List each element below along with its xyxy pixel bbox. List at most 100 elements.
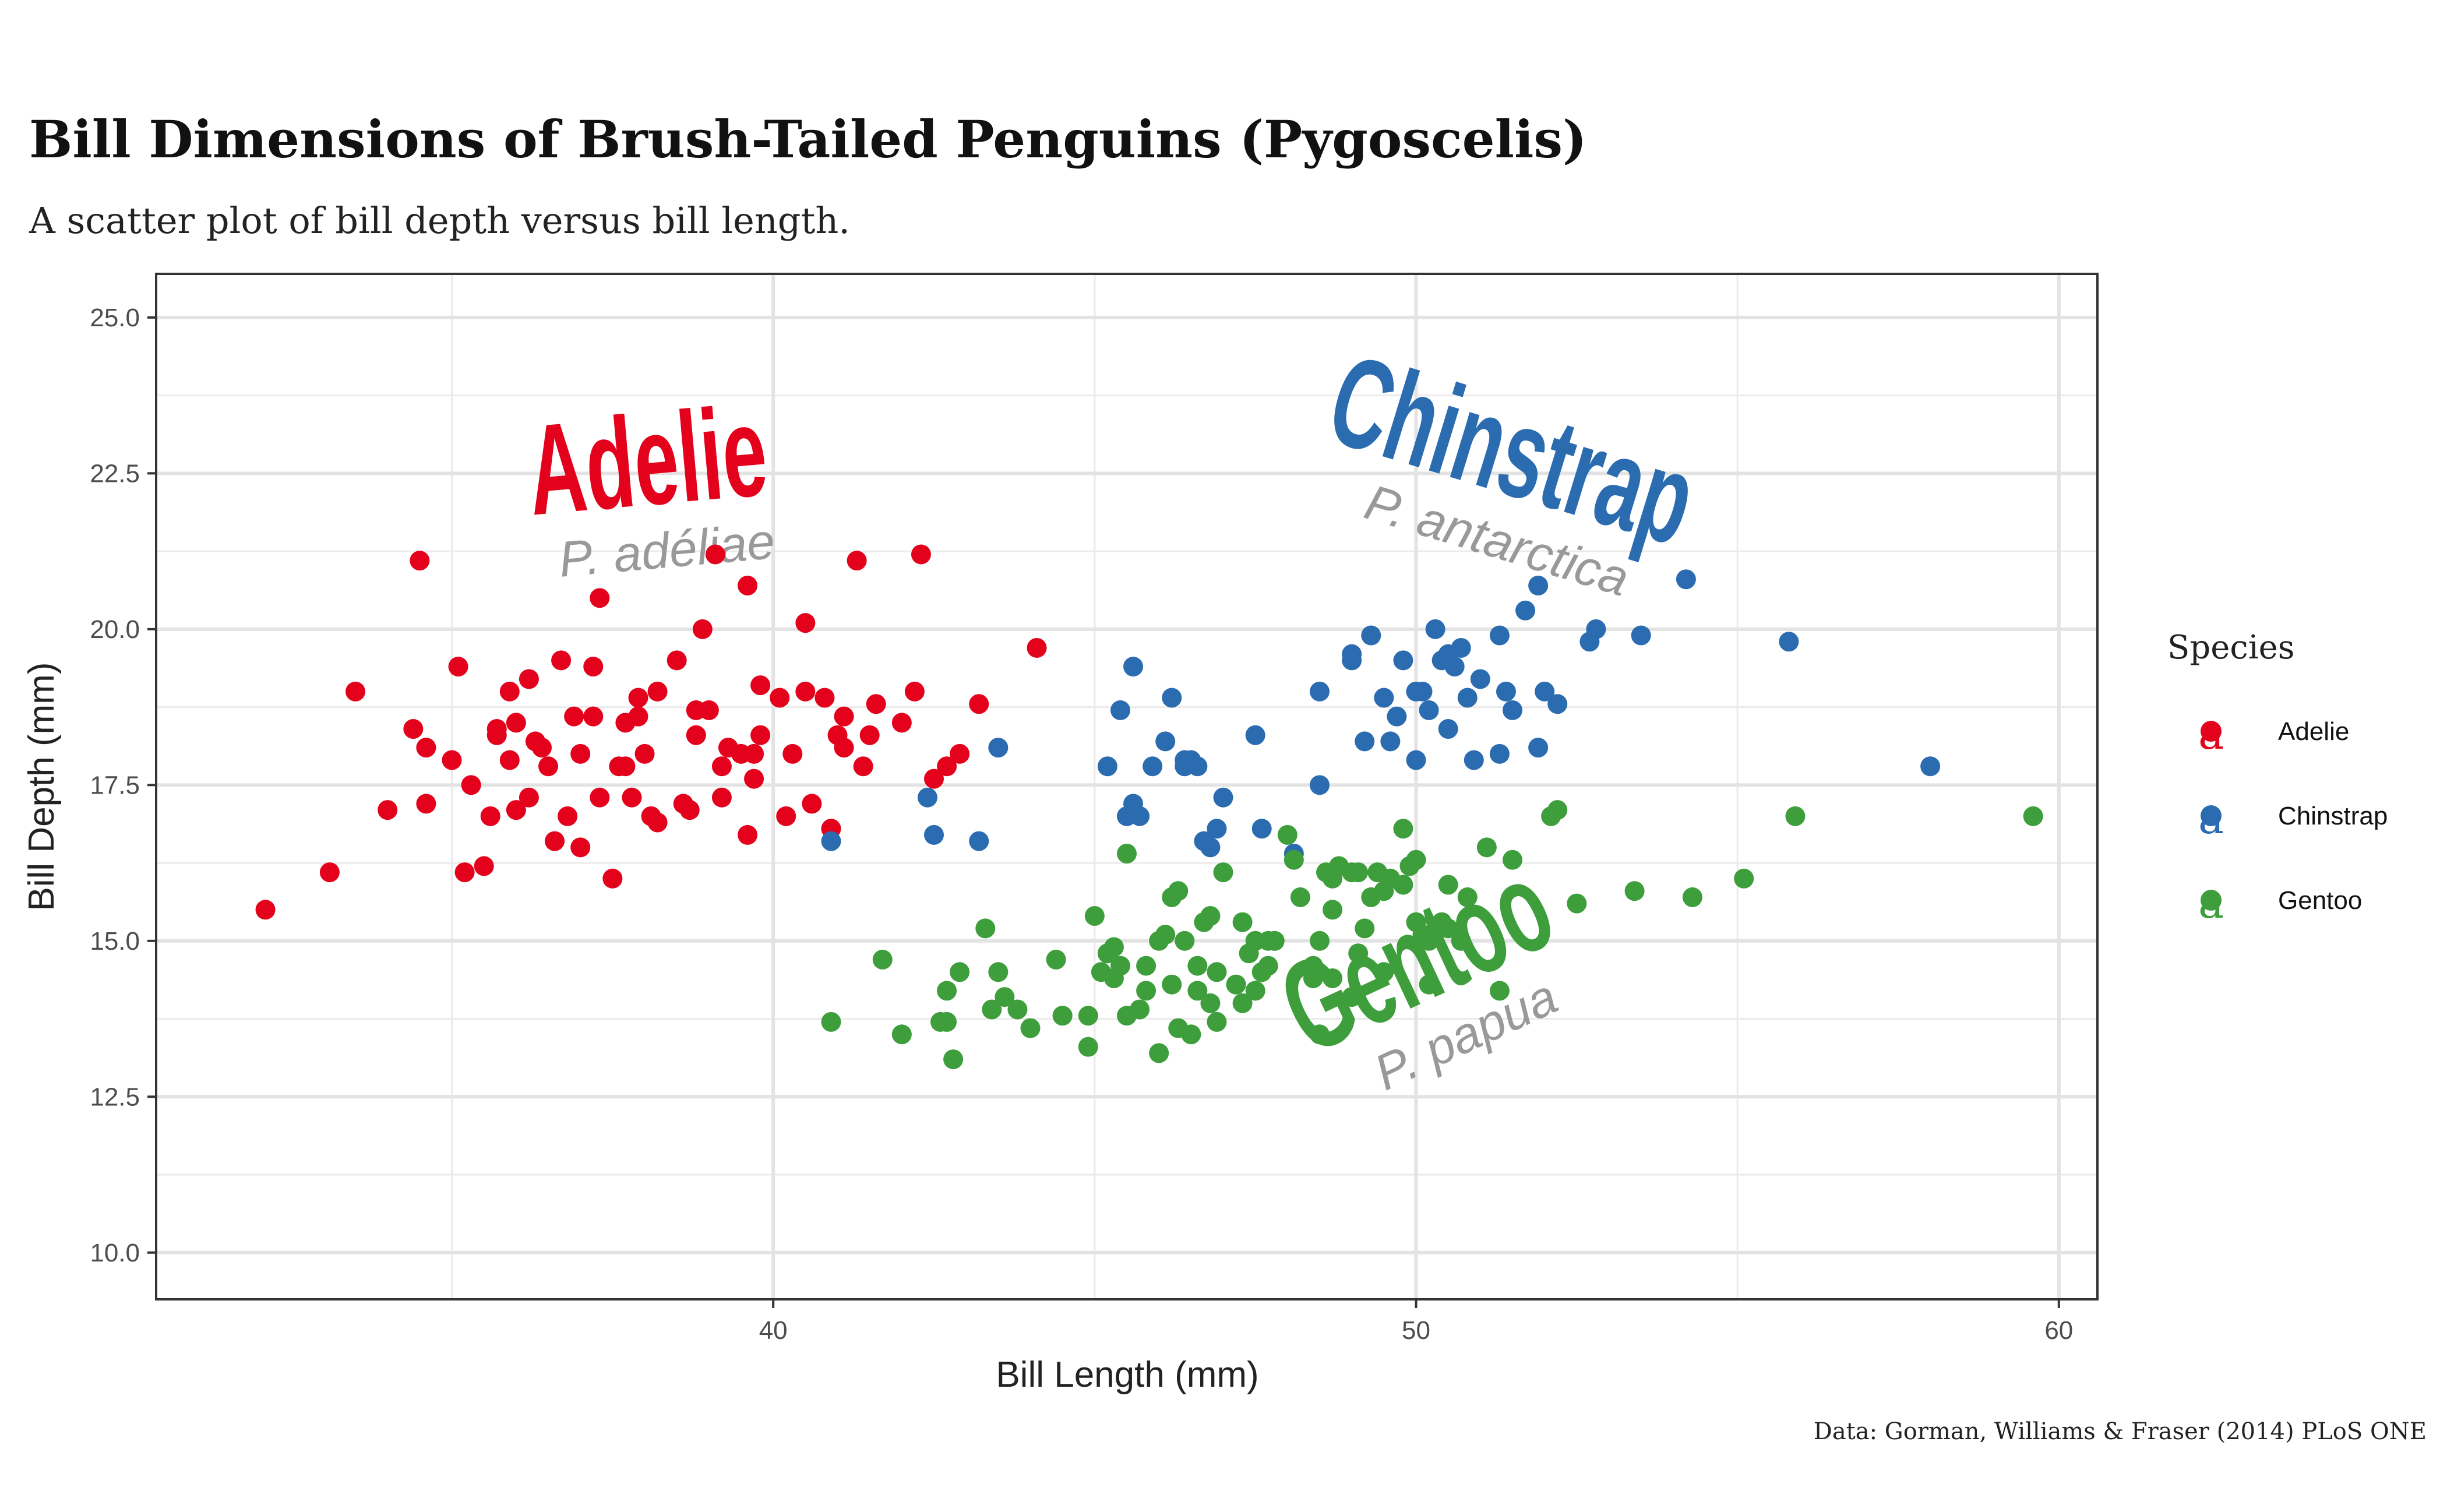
gentoo-point [988,962,1009,982]
chinstrap-point [1123,794,1144,814]
chart-caption: Data: Gorman, Williams & Fraser (2014) P… [1814,1418,2427,1445]
chinstrap-point [1528,575,1549,595]
adelie-point [815,688,835,708]
chinstrap-point [1406,681,1426,702]
gentoo-point [1052,1006,1073,1026]
gentoo-point [1020,1018,1041,1038]
adelie-point [628,706,648,727]
chinstrap-point [1143,756,1163,777]
y-tick-label: 25.0 [90,304,140,332]
y-axis: 10.0 12.5 15.0 17.5 20.0 22.5 25.0 [90,304,156,1267]
gentoo-point [1419,931,1439,951]
chinstrap-point [1097,756,1117,777]
gentoo-point [1682,887,1702,907]
adelie-point [924,769,944,789]
chinstrap-point [1155,731,1176,752]
chinstrap-point [1387,706,1407,727]
gentoo-point [1046,949,1066,970]
gentoo-point [1149,1043,1169,1063]
adelie-point [738,824,758,845]
chinstrap-point [1309,681,1330,702]
gentoo-point [1149,931,1169,951]
chinstrap-point [1547,694,1568,714]
chinstrap-point [1631,625,1651,646]
adelie-point [442,750,462,770]
chinstrap-point [1309,775,1330,795]
gentoo-point [1232,993,1253,1013]
gentoo-point [1187,956,1208,976]
y-axis-title: Bill Depth (mm) [22,662,62,911]
chinstrap-point [1528,738,1549,758]
adelie-point [686,725,706,745]
chinstrap-point [1213,787,1233,808]
adelie-point [570,837,591,858]
panel-border [155,273,2099,1300]
y-tick-label: 15.0 [90,927,140,956]
gentoo-point [1419,974,1439,995]
adelie-point [448,657,468,677]
chinstrap-point [924,824,944,845]
chinstrap-point [1779,632,1799,652]
gentoo-point [1393,819,1413,839]
chinstrap-point [1438,719,1458,739]
adelie-point [776,806,796,826]
adelie-point [615,756,636,777]
adelie-point [795,681,816,702]
gentoo-point [1207,962,1227,982]
chinstrap-point [1496,681,1516,702]
gentoo-point [937,981,957,1001]
adelie-point [628,688,648,708]
adelie-point [480,806,500,826]
legend-title: Species [2167,629,2295,667]
chinstrap-point [1110,700,1130,720]
gentoo-point [1489,981,1510,1001]
gentoo-point [995,987,1015,1007]
adelie-legend-label: Adelie [2278,717,2349,746]
chinstrap-point [1207,819,1227,839]
gentoo-point [1103,937,1124,957]
adelie-point [378,800,398,820]
adelie-point [647,681,668,702]
gentoo-point [1136,981,1156,1001]
adelie-point [474,856,494,876]
chinstrap-point [1123,657,1144,677]
adelie-point [692,619,713,639]
gentoo-point [1117,844,1137,864]
adelie-legend-glyph: a [2198,709,2224,759]
gentoo-point [1502,850,1522,870]
gentoo-point [1200,906,1221,926]
adelie-point [711,756,732,777]
chinstrap-point [1361,625,1381,646]
y-tick-label: 20.0 [90,615,140,644]
legend: Species a Adelie a Chinstrap a Gentoo [2167,629,2388,928]
gentoo-point [1162,887,1182,907]
adelie-point [847,551,867,571]
adelie-point [667,650,687,671]
gentoo-point [1110,956,1130,976]
gentoo-point [1136,956,1156,976]
gentoo-point [1007,999,1028,1020]
adelie-point [486,719,507,739]
chinstrap-point [1502,700,1522,720]
adelie-point [686,700,706,720]
adelie-species-name: Adelie [522,378,772,542]
gentoo-point [937,1011,957,1032]
adelie-point [551,650,572,671]
panel-frame [155,273,2099,1300]
chinstrap-point [1425,619,1445,639]
adelie-point [255,900,276,920]
adelie-point [738,575,758,595]
chinstrap-point [1175,750,1195,770]
chinstrap-point [1489,743,1510,764]
gentoo-point [1277,824,1297,845]
adelie-point [911,544,931,565]
adelie-point [622,787,642,808]
gentoo-point [1084,906,1105,926]
adelie-point [750,675,771,696]
chart-title: Bill Dimensions of Brush-Tailed Penguins… [29,109,1587,170]
x-tick-label: 40 [759,1316,788,1345]
adelie-point [519,669,539,689]
gentoo-point [1207,1011,1227,1032]
gentoo-point [1438,875,1458,895]
adelie-legend-dot [2201,721,2222,742]
